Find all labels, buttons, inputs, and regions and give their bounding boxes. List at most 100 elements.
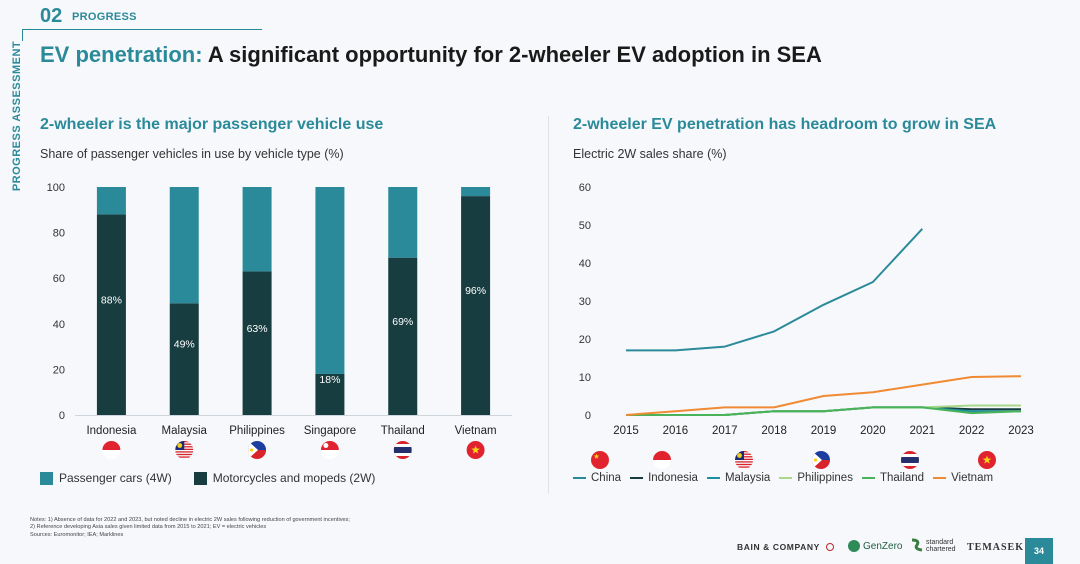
flag-white [653, 460, 671, 469]
x-tick-label: 2015 [613, 425, 639, 437]
left-chart-caption: Share of passenger vehicles in use by ve… [40, 147, 344, 161]
indonesia-flag-icon [653, 451, 671, 469]
legend-label: Malaysia [724, 472, 771, 484]
bain-logo-text: BAIN & COMPANY [737, 542, 820, 552]
bar-2w-thailand [388, 257, 418, 415]
legend-label: Thailand [879, 472, 925, 484]
indonesia-flag-icon [102, 441, 121, 459]
y-tick-label: 30 [579, 296, 591, 308]
x-tick-label: 2022 [959, 425, 985, 437]
page-title-rest: A significant opportunity for 2-wheeler … [202, 42, 822, 67]
line-series-vietnam [625, 375, 1022, 416]
legend-swatch-2w [193, 471, 207, 485]
flag-white [102, 450, 121, 459]
line-chart: 0 10 20 30 40 50 60 2015 2016 2017 2018 2019 2020 202… [579, 182, 1034, 469]
legend-item-malaysia: Malaysia [706, 472, 771, 484]
x-tick-label: Malaysia [162, 425, 208, 437]
flag-stripe [175, 456, 194, 458]
genzero-logo-text: GenZero [863, 540, 903, 552]
legend-item-china: China [573, 472, 621, 484]
standard-chartered-icon [911, 538, 923, 552]
flag-stripe [175, 453, 194, 456]
philippines-flag-icon [812, 451, 830, 469]
flag-stripe [735, 466, 753, 468]
x-tick-label: Singapore [304, 425, 356, 437]
flag-red [320, 441, 339, 450]
bar-2w-philippines [242, 271, 272, 415]
bar-4w-vietnam [461, 187, 491, 197]
bain-logo-icon [825, 543, 834, 551]
x-tick-label: 2021 [909, 425, 935, 437]
line-series-china [626, 228, 924, 352]
note-line-1: Notes: 1) Absence of data for 2022 and 2… [30, 517, 350, 523]
line-series-thailand [626, 406, 1022, 416]
flag-body [735, 451, 753, 468]
flag-white [320, 450, 339, 459]
flag-body [901, 451, 919, 469]
x-tick-label: Vietnam [455, 425, 497, 437]
flag-red [653, 451, 671, 460]
vietnam-flag-icon [466, 441, 485, 459]
bar-4w-philippines [242, 187, 272, 272]
bar-data-label: 96% [465, 285, 486, 297]
bain-logo: BAIN & COMPANY [737, 542, 834, 552]
note-line-2: 2) Reference developing Asia sales given… [30, 524, 267, 531]
flag-body [812, 451, 830, 469]
legend-swatch [861, 477, 875, 479]
thailand-flag-icon [901, 451, 919, 469]
flag-blue [248, 441, 267, 450]
y-tick-label: 20 [53, 364, 65, 376]
malaysia-flag-icon [175, 441, 194, 458]
flag-body [978, 451, 996, 469]
y-tick-label: 80 [53, 228, 65, 240]
flag-blue [901, 457, 919, 463]
bar-data-label: 18% [319, 374, 340, 386]
bar-2w-indonesia [96, 214, 126, 415]
flag-sun [813, 458, 818, 462]
flag-crescent [177, 443, 183, 448]
stanchart-text-1: standard [926, 539, 954, 546]
flag-body [393, 441, 412, 459]
flag-stripe [735, 461, 753, 463]
legend-swatch [933, 477, 947, 479]
page-number: 34 [1025, 538, 1053, 564]
vietnam-flag-icon [978, 451, 996, 469]
flag-body [653, 451, 671, 469]
y-tick-label: 60 [53, 273, 65, 285]
temasek-logo: TEMASEK [967, 542, 1025, 553]
bar-chart: 0 20 40 60 80 100 88% Indonesia 49% Malaysia 63% Ph… [47, 182, 512, 459]
note-line-3: Sources: Euromonitor; IEA; Marklines [30, 531, 124, 538]
flag-crescent [737, 453, 742, 458]
singapore-flag-icon [320, 441, 339, 459]
china-flag-icon [591, 451, 609, 469]
x-tick-label: 2023 [1008, 425, 1034, 437]
panel-divider [548, 116, 549, 494]
y-tick-label: 100 [47, 182, 65, 194]
flag-stripe [735, 463, 753, 466]
genzero-icon [848, 540, 860, 552]
genzero-logo: GenZero [848, 540, 902, 552]
y-tick-label: 10 [579, 372, 591, 384]
flag-star [593, 453, 600, 459]
bar-2w-malaysia [169, 303, 199, 415]
flag-body [320, 441, 339, 459]
flag-red [102, 441, 121, 450]
flag-body [591, 451, 609, 469]
flag-body [102, 441, 121, 459]
flag-body [248, 441, 267, 459]
flag-stripe [175, 451, 194, 453]
y-tick-label: 60 [579, 182, 591, 194]
x-tick-label: 2020 [860, 425, 886, 437]
bar-data-label: 69% [392, 316, 413, 328]
right-chart-title: 2-wheeler EV penetration has headroom to… [573, 116, 997, 133]
page-title: EV penetration: A significant opportunit… [40, 42, 822, 68]
footnotes: Notes: 1) Absence of data for 2022 and 2… [30, 517, 350, 539]
right-legend: China Indonesia Malaysia Philippines Thailan… [573, 472, 1002, 484]
legend-swatch [706, 477, 720, 479]
legend-item-philippines: Philippines [779, 472, 853, 484]
x-tick-label: Thailand [381, 425, 425, 437]
thailand-flag-icon [393, 441, 412, 459]
legend-label-4w: Passenger cars (4W) [59, 471, 172, 485]
section-number: 02 [40, 5, 63, 27]
flag-red [248, 450, 267, 459]
